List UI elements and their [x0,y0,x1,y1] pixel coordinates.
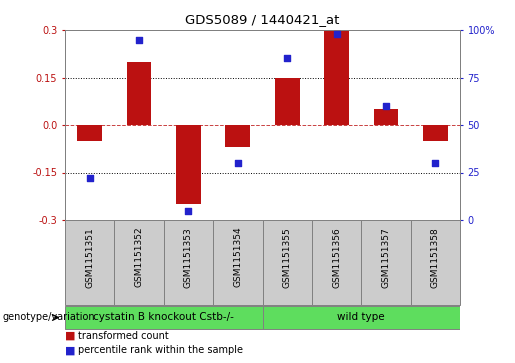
Text: cystatin B knockout Cstb-/-: cystatin B knockout Cstb-/- [93,313,234,322]
Point [333,31,341,37]
Text: GSM1151353: GSM1151353 [184,227,193,287]
Text: transformed count: transformed count [78,331,168,341]
Bar [65,220,114,305]
Bar [263,306,460,329]
Bar [263,220,312,305]
Text: genotype/variation: genotype/variation [3,313,95,322]
Point [283,56,291,61]
Bar [77,125,102,141]
Bar [65,306,263,329]
Point [234,160,242,166]
Bar [361,220,410,305]
Bar [176,125,201,204]
Point [382,103,390,109]
Text: GSM1151351: GSM1151351 [85,227,94,287]
Text: GSM1151354: GSM1151354 [233,227,243,287]
Text: GSM1151355: GSM1151355 [283,227,291,287]
Text: wild type: wild type [337,313,385,322]
Text: GSM1151352: GSM1151352 [134,227,144,287]
Text: percentile rank within the sample: percentile rank within the sample [78,345,243,355]
Bar [373,109,398,125]
Text: ■: ■ [65,331,76,341]
Bar [312,220,361,305]
Bar [114,220,164,305]
Point [135,37,143,42]
Text: ■: ■ [65,345,76,355]
Text: GSM1151358: GSM1151358 [431,227,440,287]
Bar [164,220,213,305]
Bar [410,220,460,305]
Point [85,175,94,181]
Text: GSM1151357: GSM1151357 [382,227,390,287]
Point [184,208,193,213]
Bar [423,125,448,141]
Text: GSM1151356: GSM1151356 [332,227,341,287]
Bar [275,77,300,125]
Bar [127,62,151,125]
Bar [324,30,349,125]
Point [431,160,439,166]
Title: GDS5089 / 1440421_at: GDS5089 / 1440421_at [185,13,340,26]
Bar [226,125,250,147]
Bar [213,220,263,305]
